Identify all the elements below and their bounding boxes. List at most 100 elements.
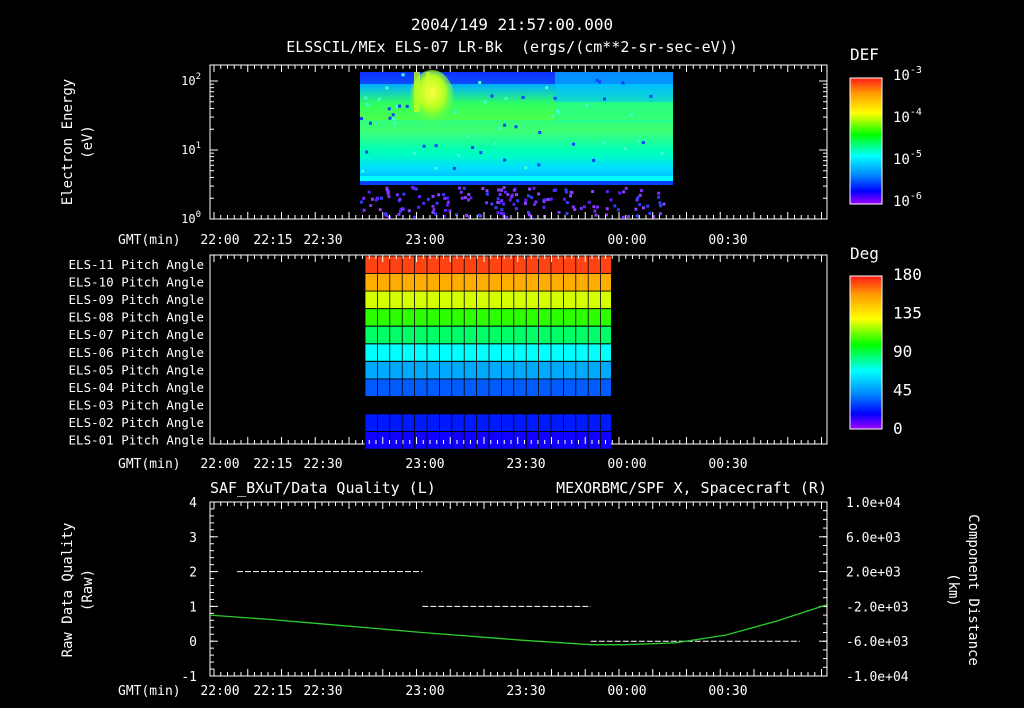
noise-dot — [504, 97, 508, 101]
noise-dot — [500, 199, 504, 203]
panel3-x-tick-labels: 22:00 22:15 22:30 23:00 23:30 00:00 00:30 — [200, 684, 747, 699]
noise-dot — [501, 212, 505, 216]
x-tick-label: 00:30 — [708, 233, 747, 248]
noise-dot — [369, 121, 372, 125]
noise-dot — [551, 115, 555, 119]
x-tick-label: 23:30 — [506, 684, 545, 699]
noise-dot — [660, 151, 664, 155]
noise-dot — [638, 193, 642, 197]
pitch-row-label: ELS-06 Pitch Angle — [69, 345, 204, 360]
deg-colorbar-title: Deg — [850, 244, 879, 263]
noise-dot — [549, 197, 553, 201]
pitch-row-label: ELS-02 Pitch Angle — [69, 415, 204, 430]
noise-dot — [573, 208, 577, 212]
noise-dot — [471, 146, 475, 149]
x-tick-label: 22:15 — [253, 233, 292, 248]
noise-dot — [542, 205, 546, 209]
noise-dot — [636, 196, 640, 200]
distance-axis-label-line2: (km) — [945, 573, 961, 607]
quality-axis-ticks — [210, 501, 827, 677]
x-tick-label: 00:30 — [708, 457, 747, 472]
noise-dot — [592, 205, 596, 209]
pitch-row-label: ELS-09 Pitch Angle — [69, 292, 204, 307]
noise-dot — [524, 201, 527, 205]
pitch-x-ticks — [213, 255, 822, 444]
quality-tick-label: 1 — [189, 600, 197, 615]
noise-dot — [478, 81, 482, 84]
noise-dot — [499, 211, 503, 215]
noise-dot — [516, 199, 520, 203]
panel3-left-title: SAF_BXuT/Data Quality (L) — [210, 479, 436, 497]
timestamp-title: 2004/149 21:57:00.000 — [411, 15, 613, 34]
spectrogram-panel: 102 101 100 Electron Energy (eV) DEF 10-… — [60, 45, 922, 226]
noise-dot — [442, 214, 446, 218]
noise-dot — [508, 198, 512, 202]
noise-dot — [591, 190, 595, 193]
noise-dot — [366, 103, 369, 106]
noise-dot — [446, 200, 450, 204]
pitch-row-band — [365, 256, 612, 274]
noise-dot — [401, 207, 404, 211]
noise-dot — [387, 190, 391, 194]
quality-tick-label: -1 — [181, 670, 197, 685]
energy-axis-label-line2: (eV) — [80, 125, 96, 159]
noise-dot — [551, 78, 555, 82]
noise-dot — [493, 142, 497, 146]
noise-dot — [502, 186, 506, 190]
quality-series — [209, 571, 827, 646]
noise-dot — [572, 142, 575, 146]
pitch-row-label: ELS-07 Pitch Angle — [69, 327, 204, 342]
noise-dot — [603, 97, 606, 101]
panel2-x-axis-label: GMT(min) — [118, 457, 181, 472]
noise-dot — [481, 187, 485, 190]
noise-dot — [570, 191, 574, 195]
noise-dot — [469, 196, 473, 200]
noise-dot — [496, 200, 500, 204]
x-tick-label: 22:15 — [253, 457, 292, 472]
noise-dot — [392, 117, 396, 121]
noise-dot — [618, 191, 622, 195]
noise-dot — [512, 188, 516, 192]
noise-dot — [624, 186, 628, 190]
noise-dot — [621, 81, 625, 85]
noise-dot — [638, 203, 642, 207]
deg-tick-label: 90 — [893, 342, 912, 361]
spectrogram-noise — [360, 73, 666, 219]
quality-tick-label: 2 — [189, 566, 197, 581]
deg-colorbar — [849, 275, 883, 430]
noise-dot — [479, 151, 483, 155]
noise-dot — [395, 104, 398, 108]
noise-dot — [362, 196, 366, 200]
x-tick-label: 00:00 — [607, 457, 646, 472]
noise-dot — [387, 195, 391, 199]
noise-dot — [477, 213, 481, 217]
noise-dot — [538, 131, 542, 134]
distance-tick-label: 2.0e+03 — [846, 566, 901, 581]
noise-dot — [417, 205, 421, 209]
panel3-right-title: MEXORBMC/SPF X, Spacecraft (R) — [556, 479, 827, 497]
noise-dot — [457, 186, 461, 190]
noise-dot — [503, 158, 507, 162]
noise-dot — [386, 192, 390, 196]
def-colorbar — [849, 77, 883, 205]
pitch-row-band — [365, 343, 612, 362]
noise-dot — [401, 73, 405, 77]
noise-dot — [385, 86, 389, 90]
def-tick-1e-3: 10-3 — [893, 65, 922, 84]
pitch-row-band — [365, 378, 612, 397]
energy-axis-label-line1: Electron Energy — [60, 79, 76, 205]
noise-dot — [497, 188, 501, 192]
noise-dot — [431, 194, 435, 198]
def-tick-1e-4: 10-4 — [893, 107, 922, 126]
noise-dot — [378, 208, 382, 212]
x-tick-label: 22:30 — [303, 457, 342, 472]
noise-dot — [542, 200, 546, 204]
noise-dot — [556, 109, 560, 113]
pitch-row-label: ELS-08 Pitch Angle — [69, 310, 204, 325]
deg-tick-label: 135 — [893, 304, 922, 323]
noise-dot — [398, 104, 401, 108]
spectrogram-x-ticks — [213, 65, 822, 219]
noise-dot — [434, 166, 438, 170]
noise-dot — [594, 213, 598, 217]
